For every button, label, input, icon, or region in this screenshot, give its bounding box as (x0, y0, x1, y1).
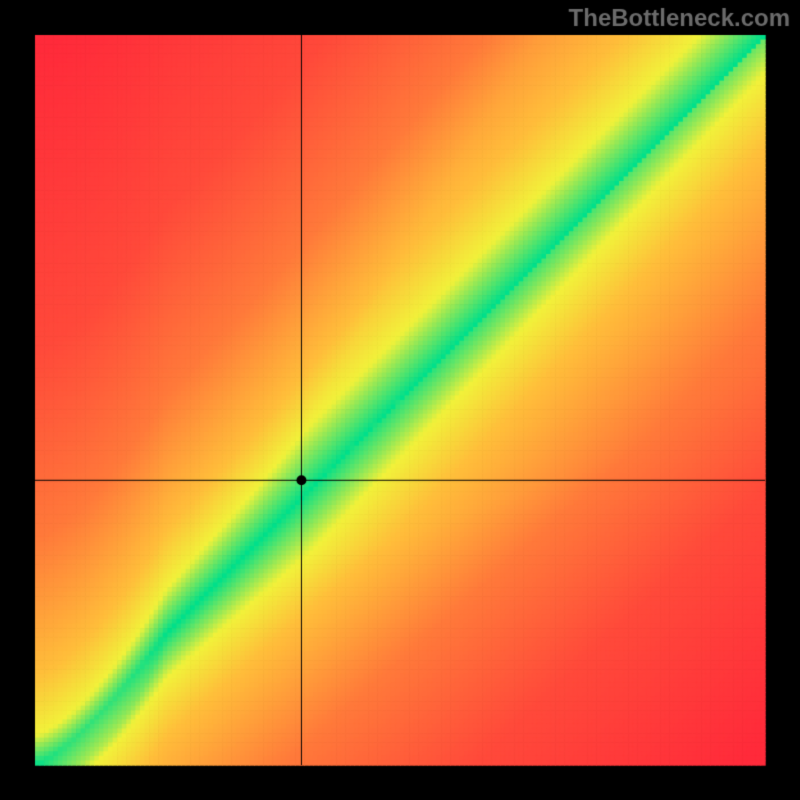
bottleneck-heatmap (0, 0, 800, 800)
